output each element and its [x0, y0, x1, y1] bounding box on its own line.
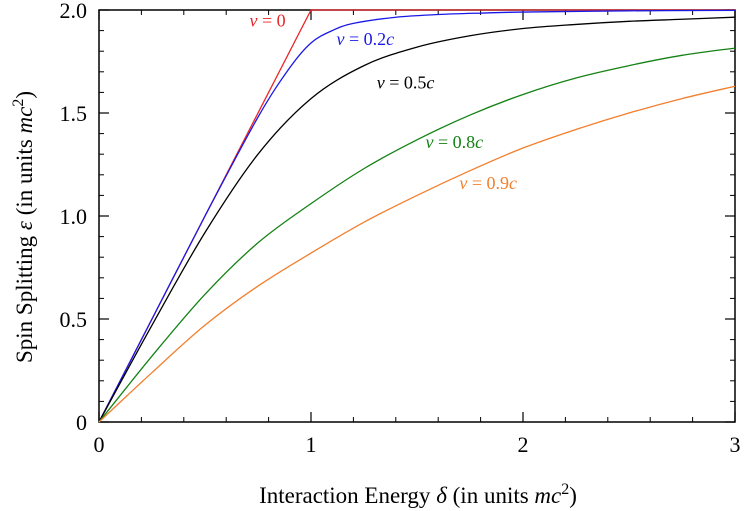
y-tick-label: 0.5: [60, 307, 88, 332]
y-tick-label: 2.0: [60, 0, 88, 23]
series-layer: [98, 9, 736, 423]
x-tick-label: 3: [730, 432, 741, 457]
x-tick-label: 0: [94, 432, 105, 457]
y-axis-label: Spin Splitting ε (in units mc2): [10, 91, 37, 363]
series-label-0: v = 0: [250, 10, 286, 30]
axis-label-layer: Interaction Energy δ (in units mc2) Spin…: [10, 91, 577, 508]
axes-layer: 0 1 2 3 0 0.5 1.0 1.5 2.0: [60, 0, 741, 457]
x-axis-label: Interaction Energy δ (in units mc2): [259, 481, 577, 508]
series-line-0-2: [98, 9, 736, 423]
y-tick-label: 0: [76, 410, 87, 435]
series-line-0-5: [98, 16, 736, 423]
x-tick-label: 2: [518, 432, 529, 457]
series-label-0-2: v = 0.2c: [336, 29, 394, 49]
series-line-0-9: [98, 85, 736, 423]
series-label-0-9: v = 0.9c: [459, 173, 517, 193]
series-label-0-8: v = 0.8c: [425, 132, 483, 152]
series-label-0-5: v = 0.5c: [377, 72, 435, 92]
y-tick-label: 1.0: [60, 204, 88, 229]
y-tick-label: 1.5: [60, 101, 88, 126]
x-tick-label: 1: [306, 432, 317, 457]
annotation-layer: v = 0 v = 0.2c v = 0.5c v = 0.8c v = 0.9c: [250, 10, 518, 193]
series-line-0-8: [98, 47, 736, 423]
